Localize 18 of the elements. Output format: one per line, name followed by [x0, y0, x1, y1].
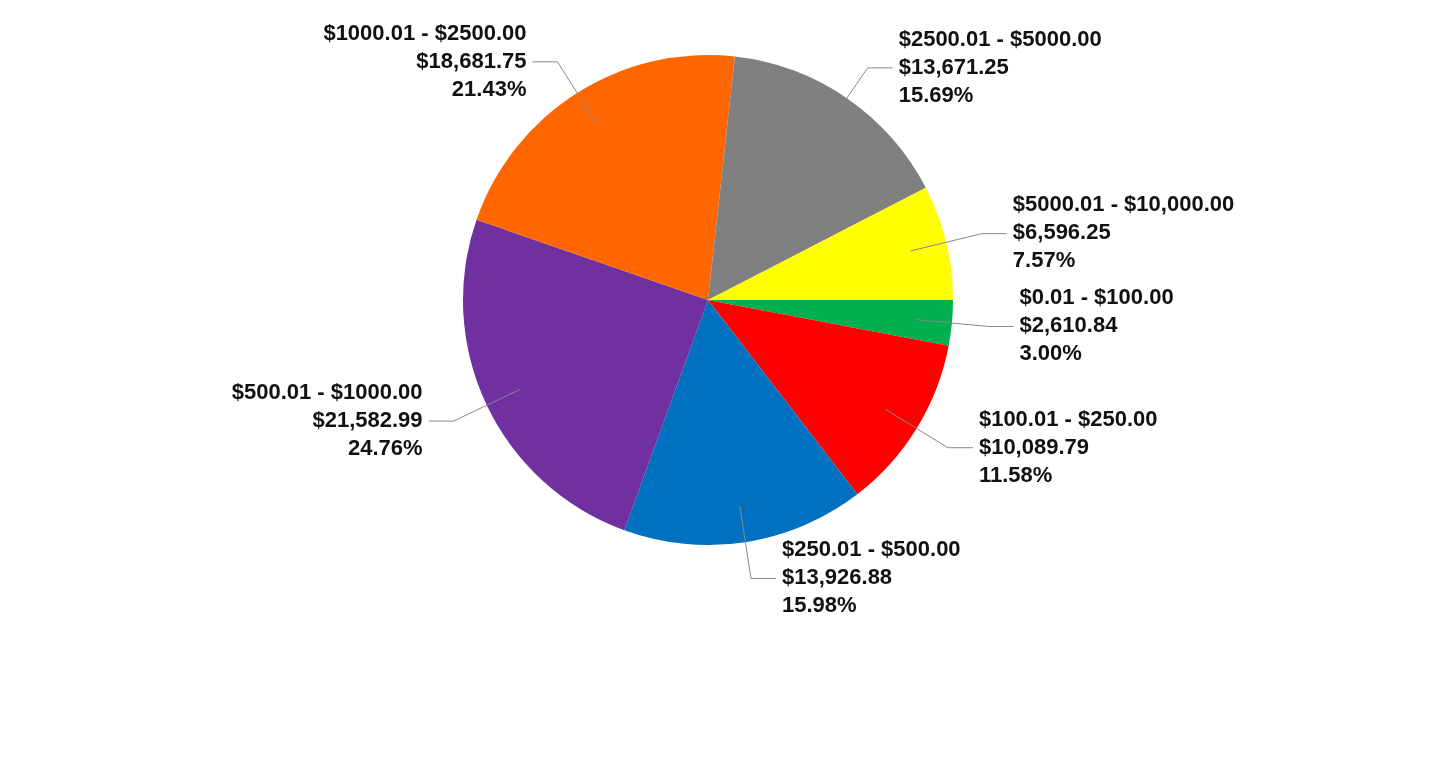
slice-label: $0.01 - $100.00 — [1019, 284, 1174, 310]
data-label: $13,926.88 15.98% — [782, 564, 893, 618]
slice-label: $5000.01 - $10,000.00 — [1012, 191, 1235, 217]
data-label: $18,681.75 21.43% — [416, 47, 527, 101]
slice-label: $500.01 - $1000.00 — [231, 378, 423, 404]
pie-slice — [708, 187, 953, 300]
slice-label: $2500.01 - $5000.00 — [898, 25, 1102, 51]
slice-label: $1000.01 - $2500.00 — [323, 19, 527, 45]
data-label: $2,610.84 3.00% — [1019, 312, 1119, 366]
pie-slice — [708, 300, 953, 346]
slice-label: $250.01 - $500.00 — [782, 536, 961, 562]
data-label: $6,596.25 7.57% — [1012, 219, 1111, 273]
pie-slice — [463, 219, 708, 531]
data-label: $13,671.25 15.69% — [898, 53, 1009, 107]
slice-label: $100.01 - $250.00 — [978, 405, 1158, 431]
pie-slice — [708, 300, 949, 495]
data-label: $21,582.99 24.76% — [312, 406, 423, 460]
data-label: $10,089.79 11.58% — [978, 433, 1090, 487]
